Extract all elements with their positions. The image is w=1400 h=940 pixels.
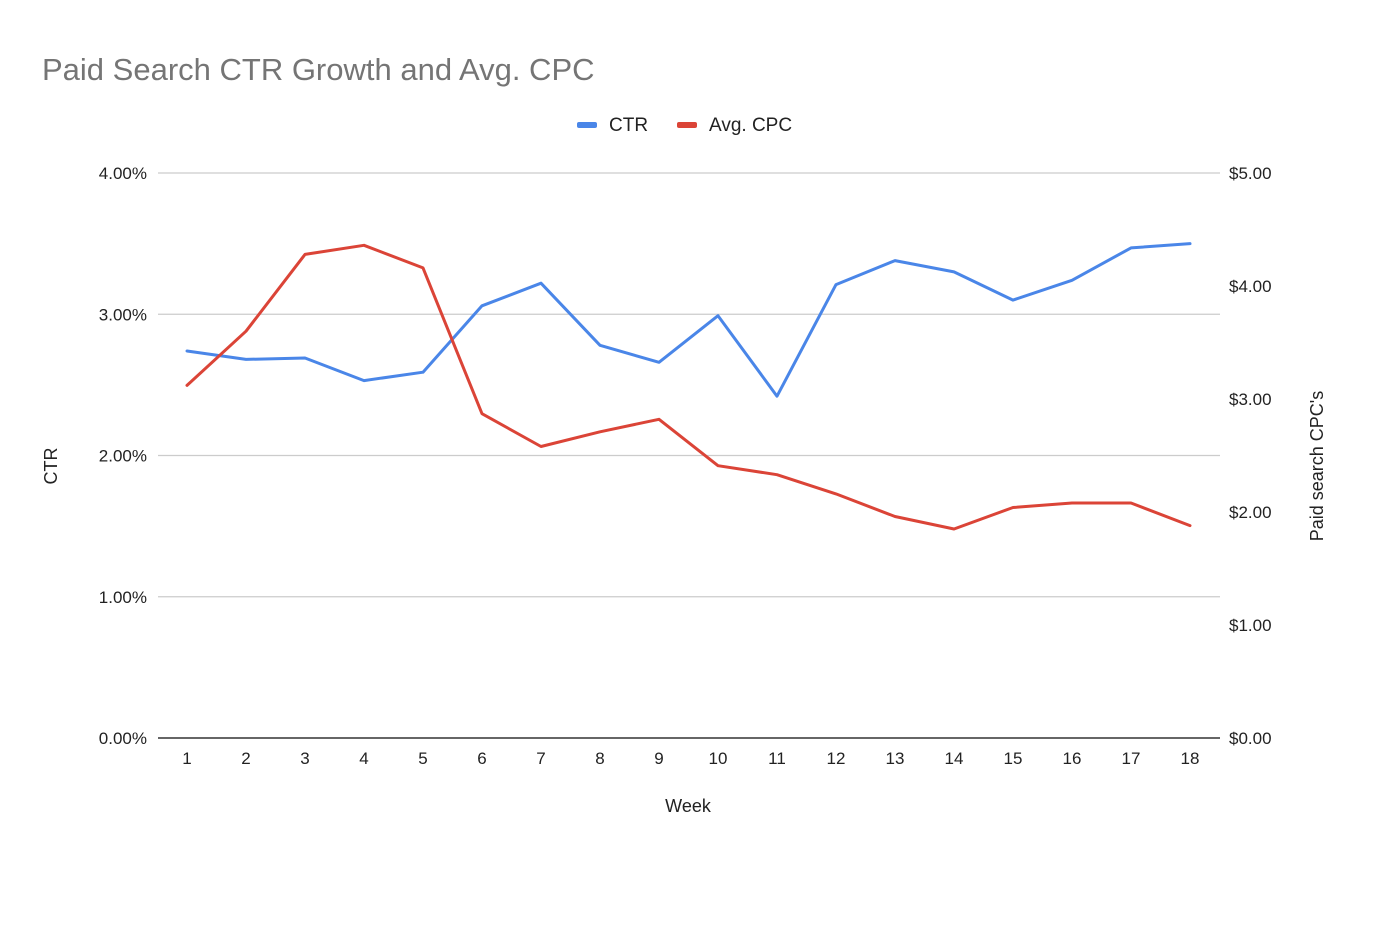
right-tick-label: $0.00 bbox=[1229, 729, 1272, 748]
x-tick-label: 1 bbox=[182, 749, 191, 768]
x-axis-ticks: 1 2 3 4 5 6 7 8 9 10 11 12 13 14 15 16 17 18 bbox=[182, 749, 1199, 768]
x-tick-label: 14 bbox=[945, 749, 964, 768]
x-tick-label: 16 bbox=[1063, 749, 1082, 768]
right-tick-label: $2.00 bbox=[1229, 503, 1272, 522]
x-tick-label: 11 bbox=[768, 749, 786, 768]
x-axis-label: Week bbox=[665, 796, 712, 816]
right-tick-label: $4.00 bbox=[1229, 277, 1272, 296]
x-tick-label: 18 bbox=[1181, 749, 1200, 768]
gridlines bbox=[158, 172, 1220, 739]
x-tick-label: 10 bbox=[709, 749, 728, 768]
chart-title: Paid Search CTR Growth and Avg. CPC bbox=[42, 52, 595, 87]
legend-swatch bbox=[677, 122, 697, 128]
x-tick-label: 8 bbox=[595, 749, 604, 768]
left-tick-label: 2.00% bbox=[99, 447, 147, 466]
x-tick-label: 17 bbox=[1122, 749, 1141, 768]
left-axis-ticks: 0.00% 1.00% 2.00% 3.00% 4.00% bbox=[99, 164, 147, 748]
x-tick-label: 15 bbox=[1004, 749, 1023, 768]
legend: CTR Avg. CPC bbox=[577, 115, 792, 136]
series-lines bbox=[185, 242, 1192, 531]
legend-label: Avg. CPC bbox=[709, 115, 792, 136]
left-axis-label: CTR bbox=[41, 448, 61, 485]
series-line-ctr bbox=[185, 242, 1192, 398]
x-tick-label: 9 bbox=[654, 749, 663, 768]
x-tick-label: 4 bbox=[359, 749, 368, 768]
series-line-avg-cpc bbox=[185, 243, 1192, 531]
x-tick-label: 5 bbox=[418, 749, 427, 768]
legend-swatch bbox=[577, 122, 597, 128]
right-tick-label: $5.00 bbox=[1229, 164, 1272, 183]
legend-label: CTR bbox=[609, 115, 648, 136]
right-axis-label: Paid search CPC's bbox=[1307, 391, 1327, 542]
x-tick-label: 2 bbox=[241, 749, 250, 768]
x-tick-label: 13 bbox=[886, 749, 905, 768]
right-axis-ticks: $0.00 $1.00 $2.00 $3.00 $4.00 $5.00 bbox=[1229, 164, 1272, 748]
x-tick-label: 7 bbox=[536, 749, 545, 768]
left-tick-label: 0.00% bbox=[99, 729, 147, 748]
x-tick-label: 6 bbox=[477, 749, 486, 768]
right-tick-label: $3.00 bbox=[1229, 390, 1272, 409]
left-tick-label: 4.00% bbox=[99, 164, 147, 183]
left-tick-label: 1.00% bbox=[99, 588, 147, 607]
right-tick-label: $1.00 bbox=[1229, 616, 1272, 635]
left-tick-label: 3.00% bbox=[99, 305, 147, 324]
x-tick-label: 3 bbox=[300, 749, 309, 768]
x-tick-label: 12 bbox=[827, 749, 846, 768]
